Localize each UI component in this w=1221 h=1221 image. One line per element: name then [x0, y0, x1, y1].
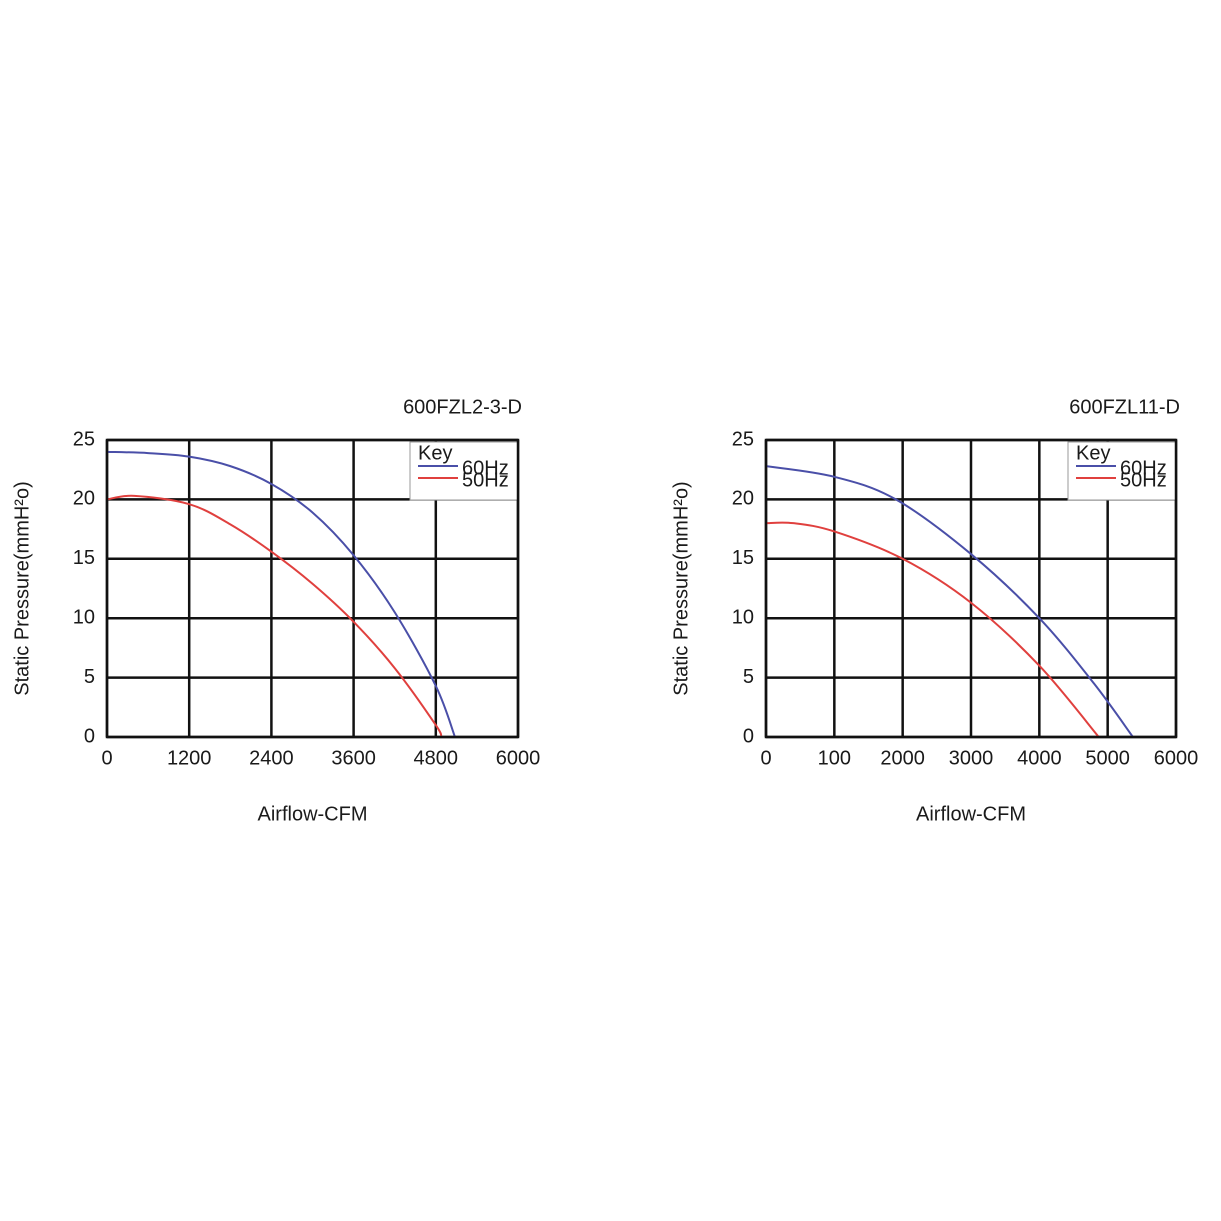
x-tick-label: 5000 — [1085, 747, 1130, 769]
y-tick-label: 5 — [743, 666, 754, 688]
y-tick-label: 20 — [73, 488, 95, 510]
legend-label: 60Hz — [462, 457, 509, 479]
series-line — [106, 450, 456, 738]
x-axis-label: Airflow-CFM — [916, 803, 1026, 825]
y-tick-label: 10 — [732, 606, 754, 628]
x-tick-label: 0 — [101, 747, 112, 769]
plot-frame — [105, 438, 520, 739]
y-tick-label: 15 — [73, 547, 95, 569]
y-axis-label: Static Pressure(mmH²o) — [670, 481, 692, 695]
series-line — [106, 494, 443, 738]
chart-title: 600FZL11-D — [1069, 396, 1180, 418]
x-tick-label: 6000 — [1154, 747, 1199, 769]
y-tick-label: 0 — [743, 725, 754, 747]
x-tick-label: 3000 — [949, 747, 994, 769]
plot-frame — [764, 438, 1178, 739]
series-line — [765, 465, 1134, 738]
legend-box — [409, 441, 519, 501]
y-tick-label: 20 — [732, 488, 754, 510]
y-tick-label: 25 — [732, 428, 754, 450]
legend-label: 50Hz — [462, 469, 509, 491]
legend-label: 50Hz — [1120, 469, 1167, 491]
x-tick-label: 2400 — [249, 747, 294, 769]
x-tick-label: 1200 — [167, 747, 212, 769]
y-tick-label: 10 — [73, 606, 95, 628]
x-tick-label: 3600 — [331, 747, 376, 769]
x-tick-label: 2000 — [880, 747, 925, 769]
x-axis-label: Airflow-CFM — [258, 803, 368, 825]
x-tick-label: 0 — [760, 747, 771, 769]
y-tick-label: 25 — [73, 428, 95, 450]
x-tick-label: 4800 — [414, 747, 459, 769]
y-tick-label: 5 — [84, 666, 95, 688]
x-tick-label: 100 — [818, 747, 851, 769]
legend-title: Key — [1076, 442, 1110, 464]
y-tick-label: 15 — [732, 547, 754, 569]
x-tick-label: 4000 — [1017, 747, 1062, 769]
y-tick-label: 0 — [84, 725, 95, 747]
x-tick-label: 6000 — [496, 747, 541, 769]
series-line — [765, 521, 1100, 738]
legend-label: 60Hz — [1120, 457, 1167, 479]
legend-title: Key — [418, 442, 452, 464]
y-axis-label: Static Pressure(mmH²o) — [11, 481, 33, 695]
chart-title: 600FZL2-3-D — [403, 396, 522, 418]
